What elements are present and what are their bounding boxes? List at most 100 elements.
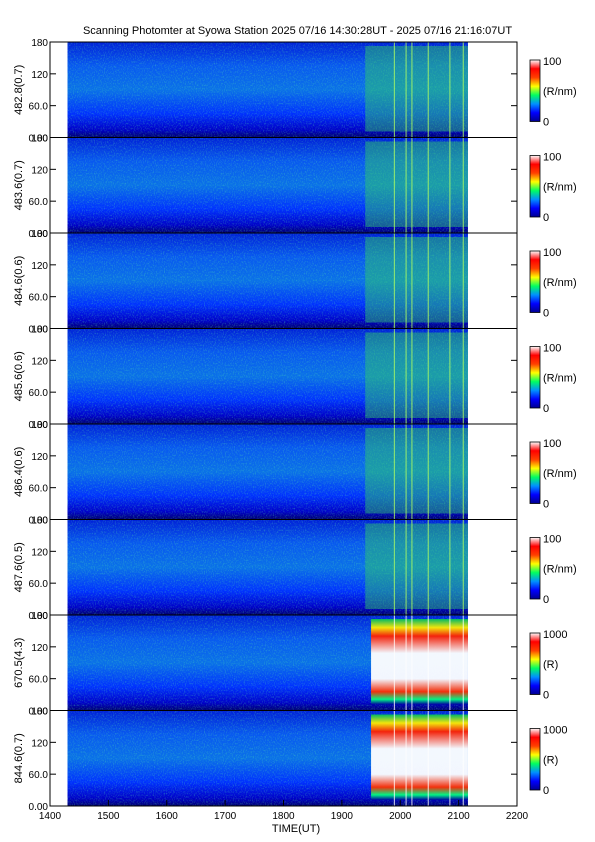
panel-3: 0.00 60.0 120 180 484.6(0.6) 100 0 (R/nm) (13, 229, 577, 336)
y-tick-label: 120 (31, 738, 48, 749)
y-tick-label: 0.00 (29, 611, 49, 622)
y-tick-label: 60.0 (29, 293, 49, 304)
colorbar-min-label: 0 (543, 212, 549, 224)
y-tick-label: 60.0 (29, 484, 49, 495)
x-tick-label: 2000 (389, 811, 412, 822)
colorbar-min-label: 0 (543, 308, 549, 320)
colorbar-max-label: 100 (543, 56, 561, 68)
heatmap-texture (67, 519, 468, 615)
panel-1: 0.00 60.0 120 180 482.8(0.7) 100 0 (R/nm) (13, 38, 577, 145)
y-tick-label: 0.00 (29, 802, 49, 813)
y-tick-label: 0.00 (29, 516, 49, 527)
x-tick-label: 2100 (448, 811, 471, 822)
colorbar-unit-label: (R/nm) (543, 181, 577, 193)
y-tick-label: 180 (31, 134, 48, 145)
activity-region (365, 332, 468, 418)
colorbar-unit-label: (R/nm) (543, 86, 577, 98)
heatmap-texture (67, 137, 468, 233)
x-axis-label: TIME(UT) (272, 823, 320, 835)
colorbar (529, 59, 541, 122)
y-tick-label: 120 (31, 547, 48, 558)
colorbar-max-label: 100 (543, 152, 561, 164)
panel-8: 0.00 60.0 120 180 844.6(0.7) 1000 0 (R) (13, 707, 567, 814)
colorbar-min-label: 0 (543, 594, 549, 606)
activity-region (371, 619, 468, 705)
colorbar-min-label: 0 (543, 117, 549, 129)
y-tick-label: 180 (31, 707, 48, 718)
y-tick-label: 60.0 (29, 675, 49, 686)
y-tick-label: 120 (31, 261, 48, 272)
panel-7: 0.00 60.0 120 180 670.5(4.3) 1000 0 (R) (13, 611, 567, 718)
colorbar (529, 728, 541, 791)
heatmap-texture (67, 233, 468, 329)
x-tick-label: 1500 (97, 811, 120, 822)
colorbar-unit-label: (R) (543, 754, 558, 766)
colorbar-max-label: 100 (543, 534, 561, 546)
y-tick-label: 0.00 (29, 707, 49, 718)
heatmap-texture (67, 42, 468, 138)
y-tick-label: 60.0 (29, 197, 49, 208)
colorbar-min-label: 0 (543, 403, 549, 415)
x-tick-label: 1400 (39, 811, 62, 822)
activity-region (365, 523, 468, 609)
y-tick-label: 120 (31, 452, 48, 463)
y-tick-label: 180 (31, 38, 48, 49)
panel-2: 0.00 60.0 120 180 483.6(0.7) 100 0 (R/nm) (13, 134, 577, 241)
y-tick-label: 60.0 (29, 102, 49, 113)
x-tick-label: 1900 (331, 811, 354, 822)
x-tick-label: 1800 (272, 811, 295, 822)
colorbar-unit-label: (R/nm) (543, 468, 577, 480)
activity-region (365, 141, 468, 227)
colorbar-unit-label: (R/nm) (543, 563, 577, 575)
y-tick-label: 60.0 (29, 579, 49, 590)
colorbar-max-label: 1000 (543, 629, 567, 641)
y-axis-label: 844.6(0.7) (13, 733, 25, 783)
y-tick-label: 180 (31, 420, 48, 431)
y-tick-label: 120 (31, 356, 48, 367)
colorbar-unit-label: (R) (543, 659, 558, 671)
colorbar-min-label: 0 (543, 499, 549, 511)
x-tick-label: 2200 (506, 811, 529, 822)
y-axis-label: 486.4(0.6) (13, 447, 25, 497)
y-tick-label: 0.00 (29, 325, 49, 336)
activity-region (365, 428, 468, 514)
y-tick-label: 0.00 (29, 134, 49, 145)
panel-5: 0.00 60.0 120 180 486.4(0.6) 100 0 (R/nm) (13, 420, 577, 527)
colorbar (529, 155, 541, 218)
colorbar-min-label: 0 (543, 785, 549, 797)
colorbar-max-label: 100 (543, 438, 561, 450)
colorbar (529, 346, 541, 409)
chart-title: Scanning Photomter at Syowa Station 2025… (82, 25, 513, 37)
y-axis-label: 670.5(4.3) (13, 638, 25, 688)
y-tick-label: 60.0 (29, 388, 49, 399)
activity-region (371, 714, 468, 800)
y-axis-label: 484.6(0.6) (13, 256, 25, 306)
colorbar-unit-label: (R/nm) (543, 277, 577, 289)
heatmap-texture (67, 328, 468, 424)
colorbar-unit-label: (R/nm) (543, 372, 577, 384)
x-tick-label: 1600 (156, 811, 179, 822)
colorbar-max-label: 100 (543, 343, 561, 355)
y-axis-label: 482.8(0.7) (13, 65, 25, 115)
activity-region (365, 46, 468, 132)
y-tick-label: 120 (31, 643, 48, 654)
y-tick-label: 120 (31, 165, 48, 176)
colorbar (529, 537, 541, 600)
colorbar (529, 632, 541, 695)
y-tick-label: 180 (31, 516, 48, 527)
y-tick-label: 0.00 (29, 420, 49, 431)
y-axis-label: 483.6(0.7) (13, 160, 25, 210)
y-axis-label: 487.6(0.5) (13, 542, 25, 592)
y-tick-label: 120 (31, 70, 48, 81)
colorbar-min-label: 0 (543, 690, 549, 702)
colorbar (529, 250, 541, 313)
y-tick-label: 180 (31, 229, 48, 240)
colorbar (529, 441, 541, 504)
y-axis-label: 485.6(0.6) (13, 351, 25, 401)
y-tick-label: 180 (31, 611, 48, 622)
colorbar-max-label: 1000 (543, 725, 567, 737)
activity-region (365, 237, 468, 323)
panel-4: 0.00 60.0 120 180 485.6(0.6) 100 0 (R/nm) (13, 325, 577, 432)
y-tick-label: 60.0 (29, 770, 49, 781)
